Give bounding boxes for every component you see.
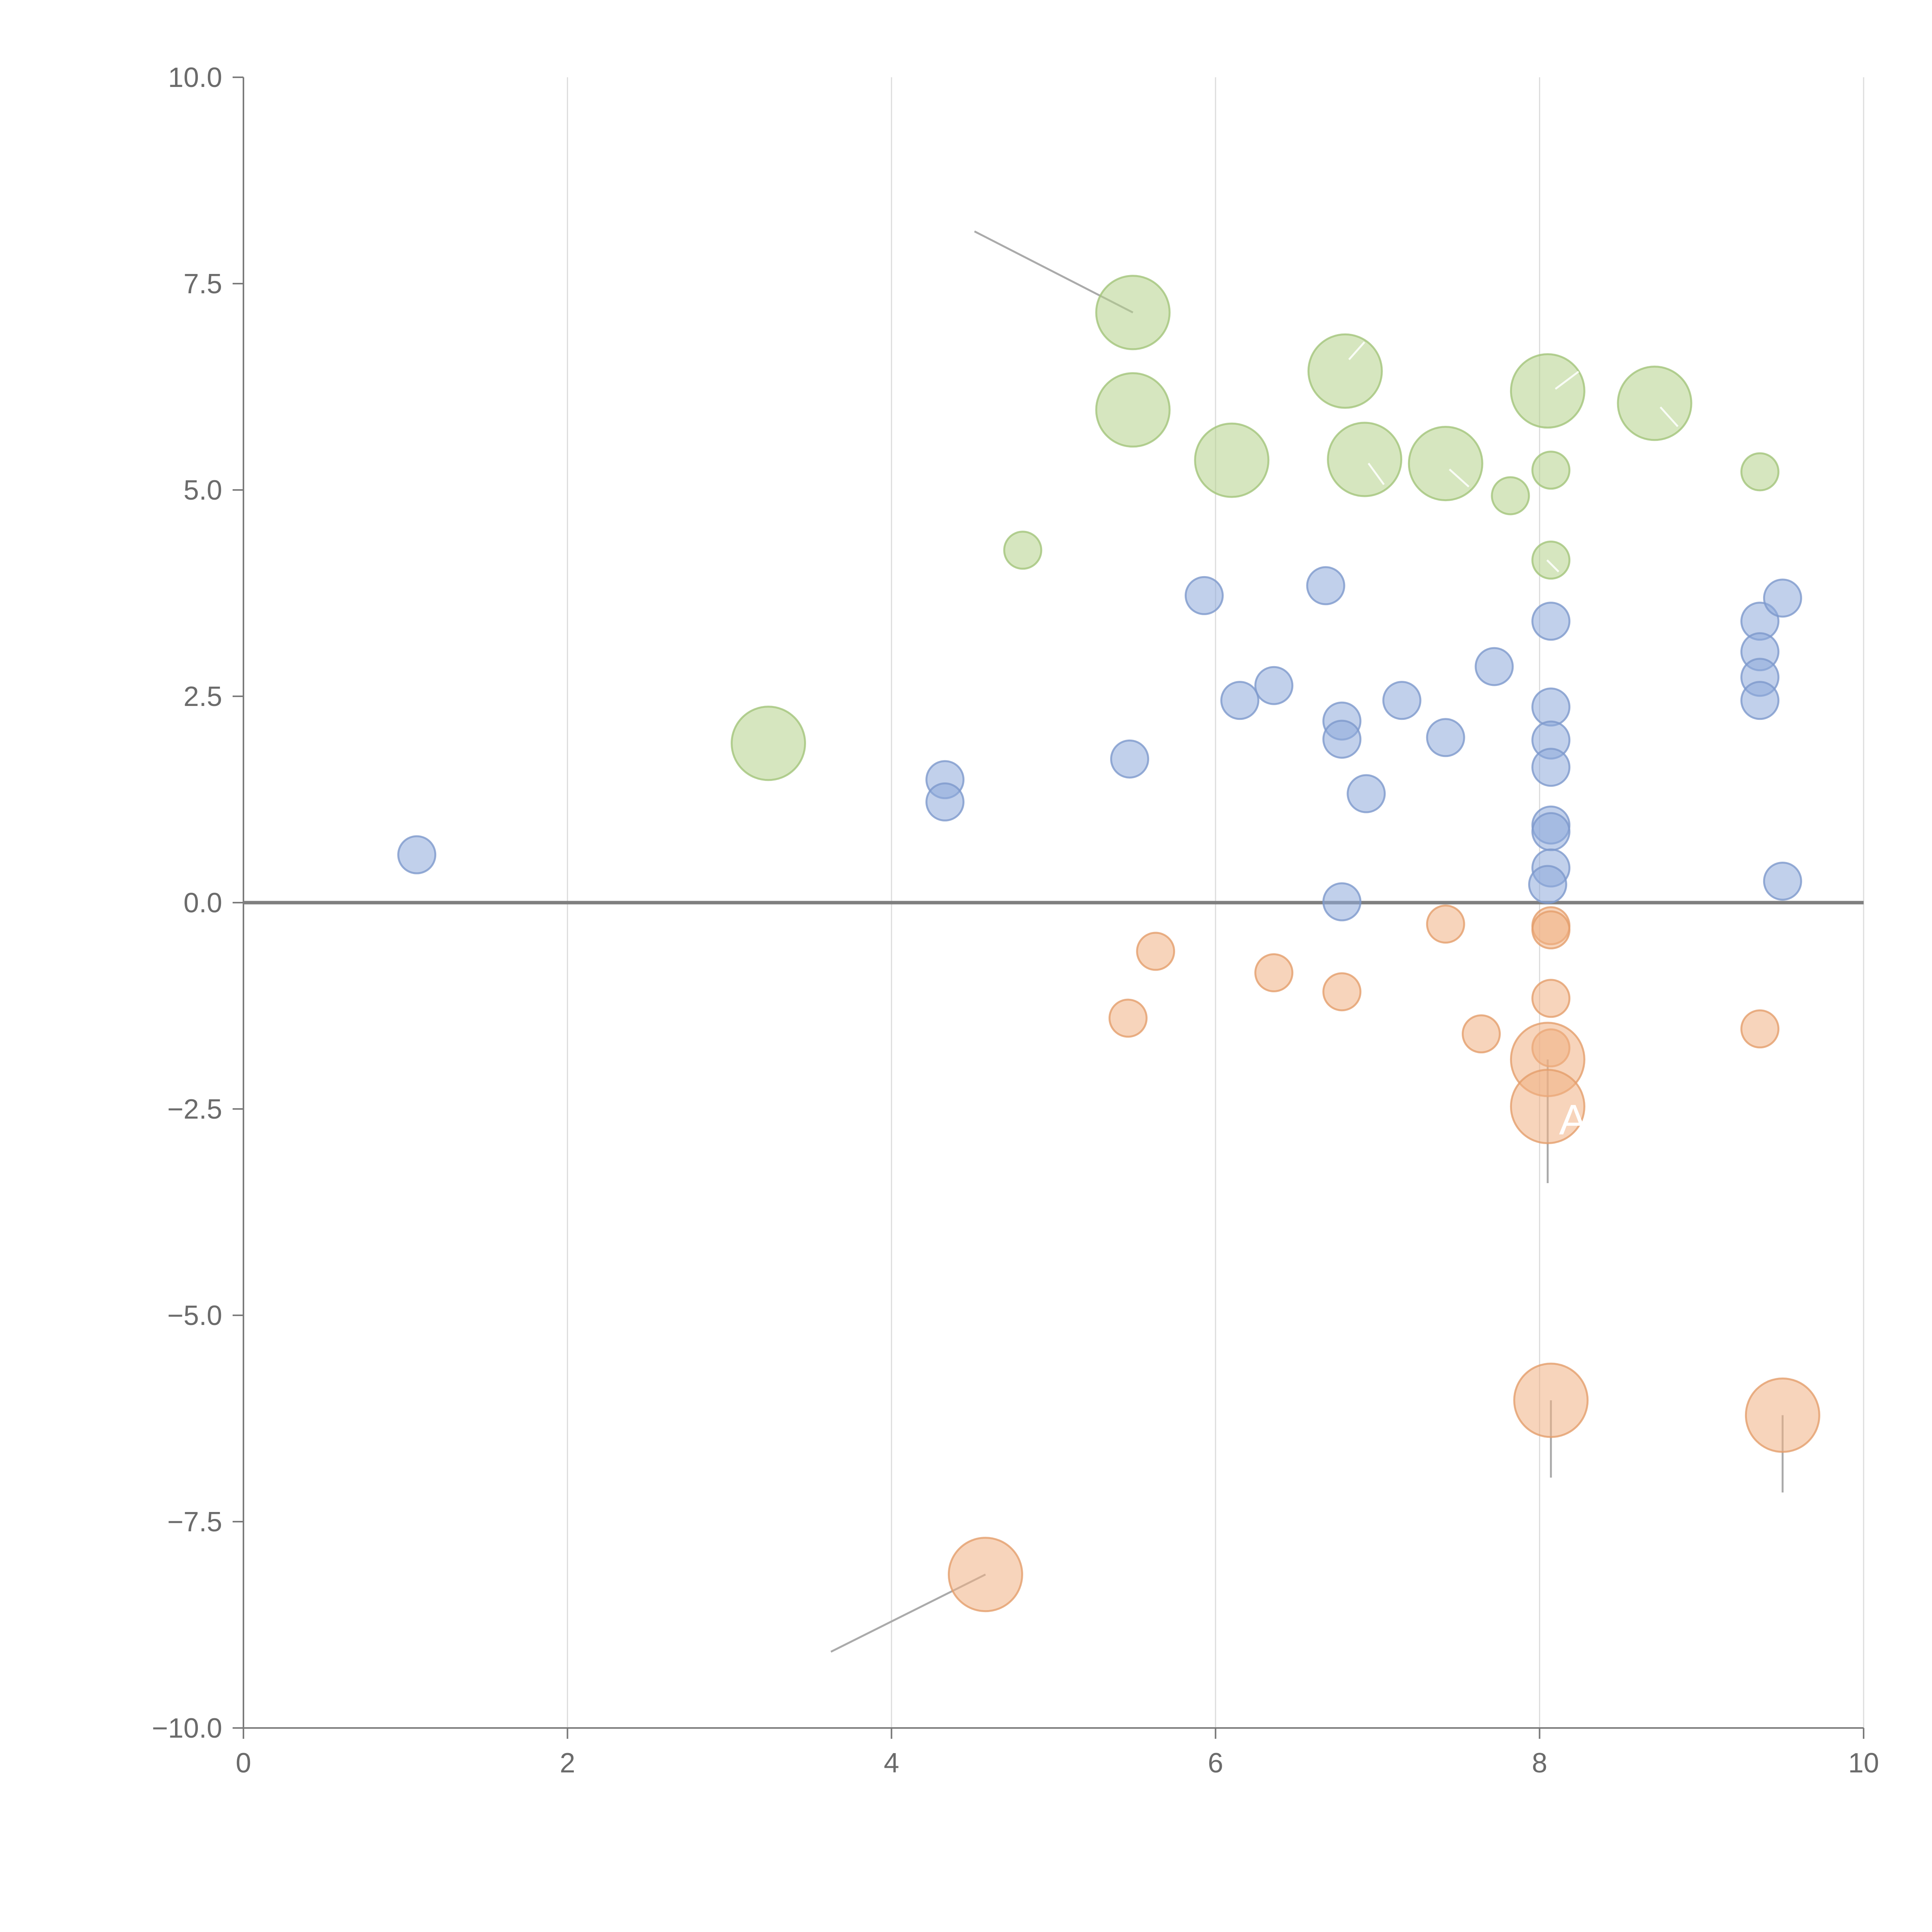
bubble-blue-6 <box>1254 666 1294 705</box>
bubble-orange-8 <box>1531 979 1571 1018</box>
bubble-green-6 <box>1327 422 1403 497</box>
bubble-green-1 <box>1095 372 1171 448</box>
inner-line-4 <box>1449 468 1469 488</box>
inner-lines <box>1348 341 1679 573</box>
bubble-green-3 <box>1510 353 1585 429</box>
bubble-orange-5 <box>1461 1014 1501 1054</box>
bubble-blue-2 <box>925 782 965 821</box>
bubble-green-8 <box>1531 451 1571 490</box>
bubble-orange-11 <box>1510 1069 1585 1145</box>
bubble-orange-4 <box>1426 905 1465 944</box>
y-tick-label: −7.5 <box>167 1507 222 1537</box>
bubble-blue-15 <box>1531 602 1571 641</box>
y-tick-label: 0.0 <box>184 888 222 918</box>
bubble-green-9 <box>1740 452 1780 492</box>
point-label: A <box>1559 1096 1588 1144</box>
bubble-blue-11 <box>1322 882 1362 922</box>
x-tick-label: 0 <box>236 1748 251 1779</box>
bubble-blue-4 <box>1184 576 1224 615</box>
x-tick-label: 4 <box>884 1748 899 1779</box>
label-layer: A <box>1559 1096 1588 1144</box>
x-tick-label: 8 <box>1532 1748 1547 1779</box>
y-tick-label: 2.5 <box>184 681 222 712</box>
axis-layer: 0 2 4 6 8 10 10.0 7.5 5.0 2.5 0.0 −2.5 −5.0 −7.5 −10.0 <box>152 62 1879 1779</box>
bubble-orange-13 <box>1513 1362 1589 1438</box>
bubble-blue-10 <box>1347 774 1386 813</box>
inner-line-1 <box>1554 371 1579 390</box>
bubble-blue-18 <box>1531 748 1571 787</box>
bubble-green-0 <box>1095 275 1171 350</box>
bubble-green-7 <box>1408 426 1483 502</box>
bubble-blue-9 <box>1322 719 1362 759</box>
bubble-blue-3 <box>1110 739 1150 779</box>
x-tick-label: 10 <box>1848 1748 1879 1779</box>
bubble-blue-14 <box>1475 647 1514 686</box>
bubble-blue-27 <box>1763 578 1802 618</box>
bubble-layer <box>397 275 1820 1612</box>
x-tick-label: 2 <box>560 1748 575 1779</box>
bubble-orange-14 <box>1745 1377 1820 1453</box>
bubble-blue-22 <box>1528 865 1567 904</box>
y-tick-label: 5.0 <box>184 475 222 506</box>
bubble-orange-3 <box>1322 972 1362 1012</box>
y-tick-label: 7.5 <box>184 269 222 299</box>
y-tick-label: −2.5 <box>167 1094 222 1125</box>
bubble-orange-1 <box>1108 998 1148 1038</box>
bubble-blue-16 <box>1531 687 1571 727</box>
y-tick-label: 10.0 <box>168 62 222 93</box>
inner-line-0 <box>1348 341 1366 361</box>
bubble-orange-12 <box>1740 1009 1780 1049</box>
y-tick-label: −10.0 <box>152 1713 222 1744</box>
x-tick-label: 6 <box>1208 1748 1223 1779</box>
bubble-orange-7 <box>1531 910 1571 949</box>
inner-line-5 <box>1546 559 1560 573</box>
bubble-blue-26 <box>1740 681 1780 720</box>
bubble-green-2 <box>1307 333 1383 409</box>
y-tick-label: −5.0 <box>167 1300 222 1331</box>
bubble-blue-5 <box>1220 681 1260 720</box>
bubble-green-12 <box>1531 541 1571 580</box>
bubble-green-10 <box>1491 476 1530 515</box>
bubble-blue-13 <box>1426 718 1465 757</box>
bubble-blue-28 <box>1763 861 1802 901</box>
inner-line-2 <box>1660 406 1679 427</box>
bubble-blue-0 <box>397 835 437 874</box>
bubble-green-11 <box>1003 531 1043 570</box>
bubble-orange-15 <box>947 1537 1023 1612</box>
bubble-blue-7 <box>1306 566 1345 605</box>
bubble-blue-20 <box>1531 812 1571 851</box>
bubble-green-4 <box>1617 366 1692 441</box>
bubble-orange-2 <box>1254 953 1294 993</box>
bubble-blue-12 <box>1382 681 1422 720</box>
bubble-green-13 <box>731 706 806 781</box>
bubble-orange-0 <box>1136 932 1175 971</box>
bubble-green-5 <box>1194 422 1270 498</box>
inner-line-3 <box>1367 463 1385 485</box>
